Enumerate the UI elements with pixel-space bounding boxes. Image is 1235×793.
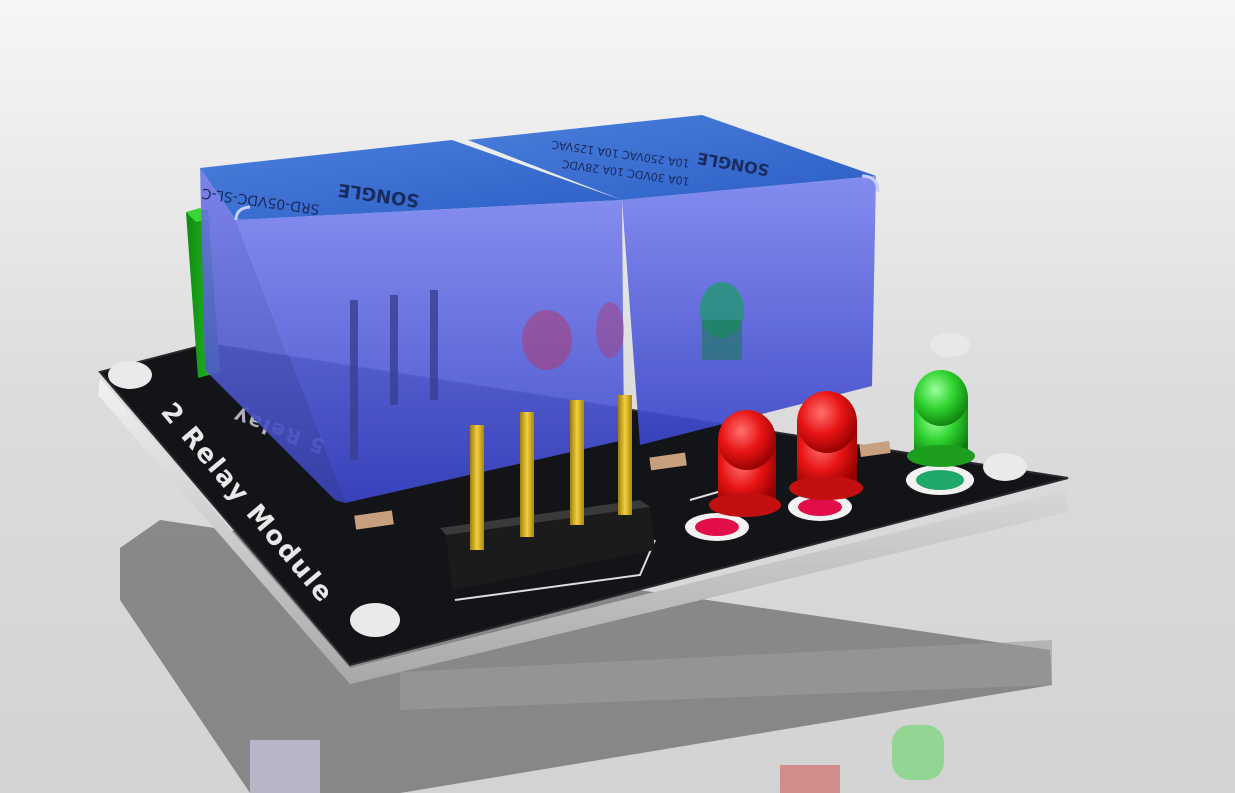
led-green: [907, 370, 975, 467]
led-red-2: [789, 391, 863, 500]
mount-hole: [930, 333, 970, 357]
mount-hole: [983, 453, 1027, 481]
mount-hole: [350, 603, 400, 637]
mount-hole: [108, 361, 152, 389]
